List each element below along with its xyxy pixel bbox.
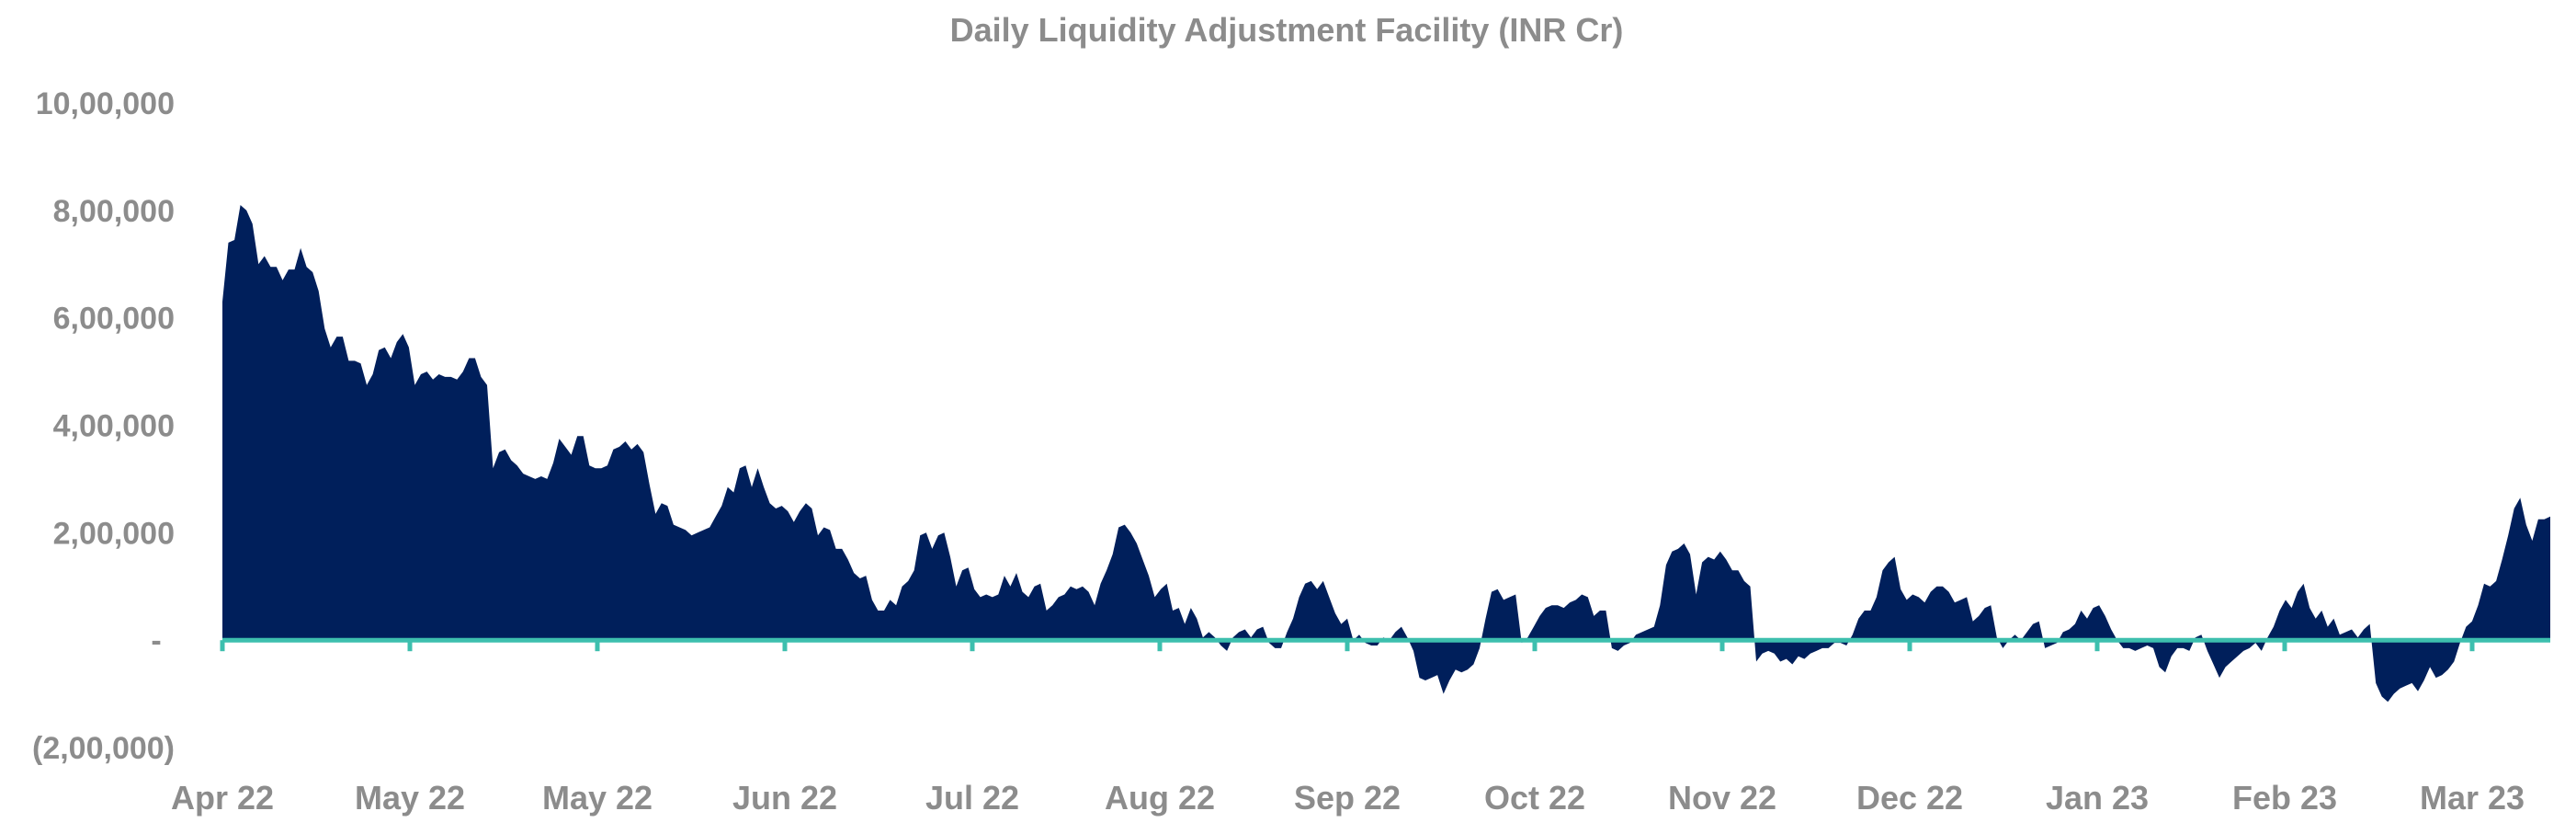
y-axis: 10,00,000 8,00,000 6,00,000 4,00,000 2,00,00… [32,86,175,766]
x-tick-label: Jan 23 [2046,779,2149,817]
x-axis: Apr 22 May 22 May 22 Jun 22 Jul 22 Aug 22 Sep … [171,637,2550,817]
x-tick-label: Aug 22 [1105,779,1215,817]
y-tick-label: (2,00,000) [32,731,175,766]
x-tick-label: Mar 23 [2420,779,2525,817]
y-tick-label: 6,00,000 [53,302,175,337]
y-tick-label: - [151,623,161,658]
x-tick-label: Jul 22 [925,779,1019,817]
x-tick-label: Dec 22 [1856,779,1963,817]
x-tick-label: Jun 22 [732,779,837,817]
x-tick-label: May 22 [355,779,465,817]
x-tick-label: Apr 22 [171,779,274,817]
y-tick-label: 2,00,000 [53,516,175,551]
x-tick-label: Sep 22 [1294,779,1401,817]
chart-title: Daily Liquidity Adjustment Facility (INR… [950,11,1624,49]
x-tick-label: May 22 [542,779,653,817]
x-tick-label: Oct 22 [1484,779,1585,817]
x-tick-label: Feb 23 [2232,779,2337,817]
y-tick-label: 10,00,000 [36,86,175,121]
y-tick-label: 4,00,000 [53,409,175,444]
liquidity-area-series [222,205,2550,703]
y-tick-label: 8,00,000 [53,194,175,229]
x-tick-label: Nov 22 [1668,779,1776,817]
